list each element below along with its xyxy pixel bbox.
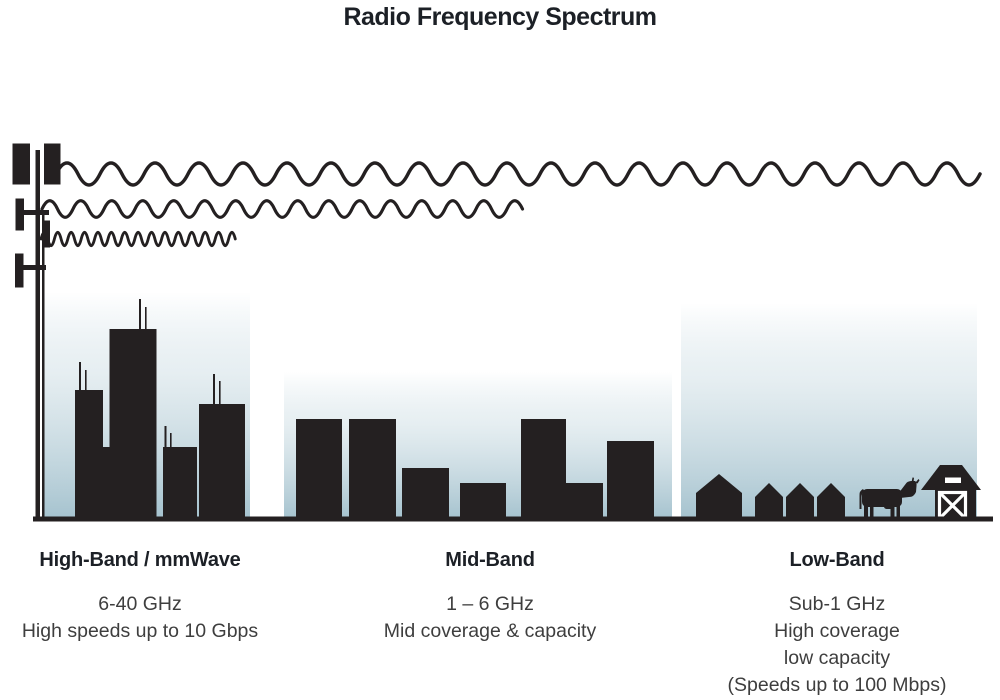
houses-icon — [696, 474, 845, 518]
mid-band-heading: Mid-Band — [445, 549, 535, 571]
city-skyline-icon — [75, 299, 245, 518]
mid-rise-buildings-icon — [296, 419, 654, 518]
ground-line — [33, 516, 993, 522]
mid-band-frequency: 1 – 6 GHz — [446, 593, 534, 615]
low-band-capacity: low capacity — [783, 647, 891, 669]
low-band-label: Low-Band Sub-1 GHz High coverage low cap… — [696, 548, 978, 699]
mid-band-label: Mid-Band 1 – 6 GHz Mid coverage & capaci… — [369, 548, 611, 645]
low-band-coverage: High coverage — [774, 620, 900, 642]
low-band-speed: (Speeds up to 100 Mbps) — [727, 674, 947, 696]
mid-band-description: Mid coverage & capacity — [383, 620, 597, 642]
low-band-heading: Low-Band — [789, 549, 885, 571]
high-band-label: High-Band / mmWave 6-40 GHz High speeds … — [15, 548, 265, 645]
radio-wave-short — [39, 230, 237, 248]
cell-tower-icon — [12, 143, 61, 521]
radio-wave-medium — [40, 199, 525, 219]
low-band-frequency: Sub-1 GHz — [788, 593, 886, 615]
radio-wave-long — [54, 161, 982, 187]
barn-icon — [921, 465, 981, 521]
high-band-heading: High-Band / mmWave — [39, 549, 241, 571]
cow-icon — [859, 477, 920, 519]
high-band-description: High speeds up to 10 Gbps — [21, 620, 259, 642]
page-title: Radio Frequency Spectrum — [343, 3, 657, 31]
high-band-frequency: 6-40 GHz — [98, 593, 182, 615]
